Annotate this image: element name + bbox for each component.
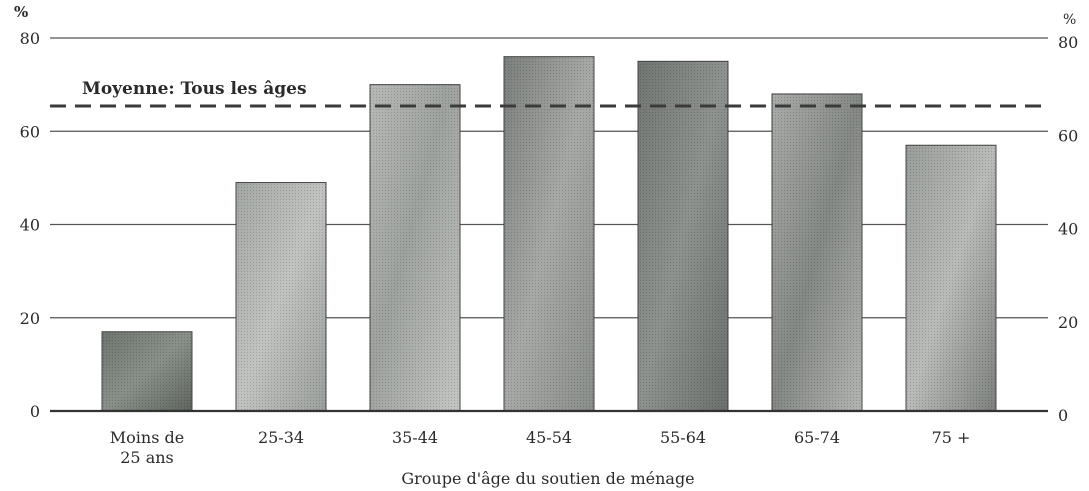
- x-tick-label: 25-34: [258, 428, 304, 447]
- bar-texture: [370, 84, 460, 411]
- bar-texture: [772, 93, 862, 411]
- y-tick-label-left: 40: [20, 216, 40, 235]
- average-reference-line: Moyenne: Tous les âges: [50, 79, 1048, 108]
- y-tick-label-left: 60: [20, 122, 40, 141]
- bar-texture: [906, 145, 996, 412]
- y-tick-label-right: 60: [1058, 126, 1078, 145]
- y-tick-label-left: 20: [20, 309, 40, 328]
- y-tick-label-right: 20: [1058, 313, 1078, 332]
- bar-texture: [504, 56, 594, 412]
- x-tick-label: 55-64: [660, 428, 706, 447]
- bar-texture: [102, 331, 192, 411]
- average-line-label: Moyenne: Tous les âges: [82, 79, 307, 99]
- bars: [101, 56, 997, 412]
- x-tick-label: 75 +: [932, 428, 971, 447]
- y-tick-label-right: 80: [1058, 33, 1078, 52]
- x-tick-label: 65-74: [794, 428, 840, 447]
- bar-texture: [638, 61, 728, 411]
- y-tick-label-left: 80: [20, 29, 40, 48]
- bar-texture: [236, 182, 326, 411]
- y-tick-label-right: 40: [1058, 220, 1078, 239]
- x-tick-label: 35-44: [392, 428, 438, 447]
- y-tick-label-right: 0: [1058, 406, 1068, 425]
- x-axis-title: Groupe d'âge du soutien de ménage: [401, 469, 694, 488]
- x-tick-label: Moins de 25 ans: [110, 428, 184, 467]
- y-tick-label-left: 0: [30, 402, 40, 421]
- axis-labels: 0 0 20 20 40 40 60 60 80 80% % Moins de 25 ans 25-34 3…: [14, 3, 1078, 488]
- y-axis-unit-left: %: [14, 3, 28, 21]
- y-axis-unit-right: %: [1063, 12, 1076, 28]
- x-tick-label: 45-54: [526, 428, 572, 447]
